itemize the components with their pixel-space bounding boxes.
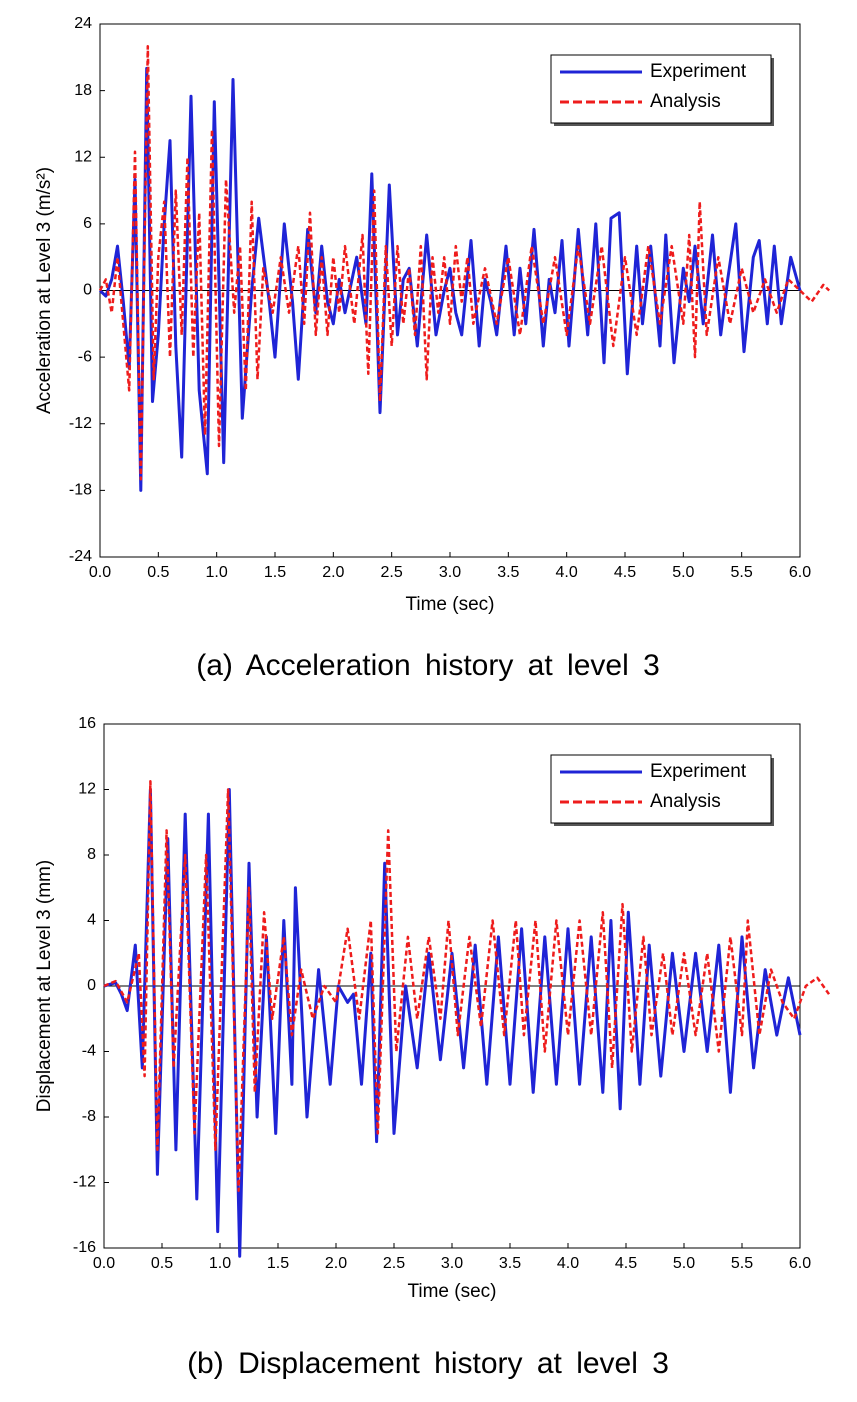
y-tick-label: -4 (82, 1043, 96, 1060)
x-tick-label: 3.5 (499, 1255, 521, 1272)
x-tick-label: 1.0 (209, 1255, 231, 1272)
caption: (a) Acceleration history at level 3 (196, 649, 660, 682)
legend-text: Analysis (650, 791, 721, 812)
series-line (103, 788, 802, 1258)
series-line (98, 44, 831, 481)
y-axis-title: Displacement at Level 3 (mm) (34, 860, 55, 1112)
y-tick-label: 4 (87, 912, 96, 929)
x-tick-label: 3.5 (497, 564, 519, 581)
x-tick-label: 4.5 (615, 1255, 637, 1272)
y-tick-label: 12 (74, 148, 92, 165)
x-tick-label: 0.0 (93, 1255, 115, 1272)
y-tick-label: 0 (87, 977, 96, 994)
y-tick-label: -24 (69, 548, 92, 565)
y-tick-label: -18 (69, 482, 92, 499)
series-line (103, 780, 831, 1192)
x-tick-label: 1.5 (267, 1255, 289, 1272)
legend-text: Experiment (650, 61, 747, 82)
legend-text: Experiment (650, 761, 747, 782)
y-tick-label: 18 (74, 82, 92, 99)
x-axis-title: Time (sec) (405, 594, 494, 615)
x-axis-title: Time (sec) (407, 1281, 496, 1302)
y-tick-label: 24 (74, 15, 92, 32)
x-tick-label: 1.0 (206, 564, 228, 581)
x-tick-label: 5.0 (673, 1255, 695, 1272)
x-tick-label: 1.5 (264, 564, 286, 581)
x-tick-label: 2.0 (325, 1255, 347, 1272)
x-tick-label: 3.0 (441, 1255, 463, 1272)
legend-box (550, 754, 772, 824)
x-tick-label: 4.0 (557, 1255, 579, 1272)
x-tick-label: 0.0 (89, 564, 111, 581)
y-tick-label: -16 (73, 1239, 96, 1256)
y-tick-label: 12 (78, 781, 96, 798)
x-tick-label: 4.0 (556, 564, 578, 581)
x-tick-label: 0.5 (147, 564, 169, 581)
legend-box (550, 54, 772, 124)
x-tick-label: 5.0 (672, 564, 694, 581)
x-tick-label: 6.0 (789, 1255, 811, 1272)
y-tick-label: 16 (78, 715, 96, 732)
legend-text: Analysis (650, 91, 721, 112)
x-tick-label: 4.5 (614, 564, 636, 581)
x-tick-label: 5.5 (731, 564, 753, 581)
x-tick-label: 3.0 (439, 564, 461, 581)
series-line (98, 66, 802, 492)
caption: (b) Displacement history at level 3 (187, 1347, 669, 1380)
x-tick-label: 2.0 (322, 564, 344, 581)
y-axis-title: Acceleration at Level 3 (m/s²) (34, 167, 55, 414)
y-tick-label: -12 (73, 1174, 96, 1191)
y-tick-label: -6 (78, 348, 92, 365)
y-tick-label: 6 (83, 215, 92, 232)
x-tick-label: 6.0 (789, 564, 811, 581)
x-tick-label: 2.5 (381, 564, 403, 581)
x-tick-label: 5.5 (731, 1255, 753, 1272)
x-tick-label: 2.5 (383, 1255, 405, 1272)
y-tick-label: 0 (83, 282, 92, 299)
y-tick-label: 8 (87, 846, 96, 863)
y-tick-label: -12 (69, 415, 92, 432)
x-tick-label: 0.5 (151, 1255, 173, 1272)
y-tick-label: -8 (82, 1108, 96, 1125)
